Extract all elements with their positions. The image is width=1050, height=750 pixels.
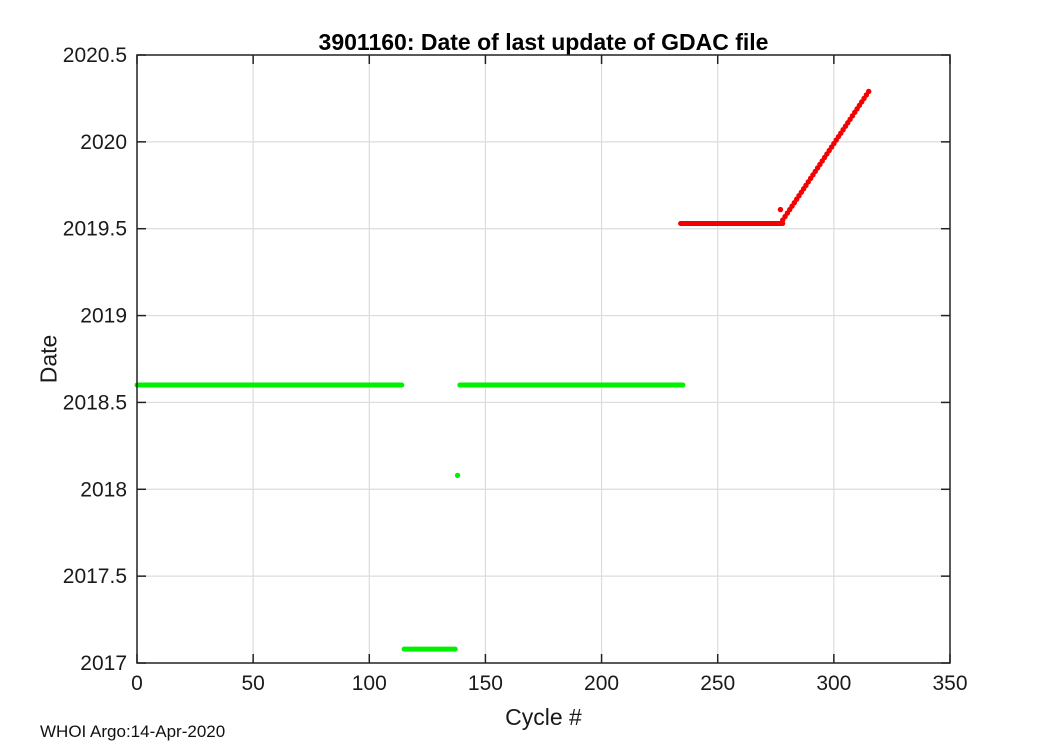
svg-text:2020: 2020 [80,131,127,154]
red-series [678,88,872,227]
y-tick-labels: 2017 2017.5 2018 2018.5 2019 2019.5 2020 2020.5 [63,44,127,675]
x-axis-label: Cycle # [505,704,582,730]
svg-text:2019.5: 2019.5 [63,218,127,241]
tick-marks [136,54,951,664]
svg-text:200: 200 [584,672,619,695]
svg-text:2018: 2018 [80,478,127,501]
svg-text:300: 300 [816,672,851,695]
grid-lines [137,55,950,663]
svg-text:50: 50 [241,672,264,695]
svg-text:100: 100 [352,672,387,695]
x-tick-labels: 0 50 100 150 200 250 300 350 [131,672,967,695]
svg-text:350: 350 [932,672,967,695]
svg-text:150: 150 [468,672,503,695]
green-series [134,382,686,652]
chart-title: 3901160: Date of last update of GDAC fil… [318,29,769,55]
svg-text:2018.5: 2018.5 [63,391,127,414]
svg-text:0: 0 [131,672,143,695]
watermark-text: WHOI Argo:14-Apr-2020 [40,722,226,741]
svg-text:2017: 2017 [80,652,127,675]
svg-text:2020.5: 2020.5 [63,44,127,67]
axis-box [136,54,951,664]
svg-text:2017.5: 2017.5 [63,565,127,588]
svg-text:250: 250 [700,672,735,695]
svg-text:2019: 2019 [80,305,127,328]
